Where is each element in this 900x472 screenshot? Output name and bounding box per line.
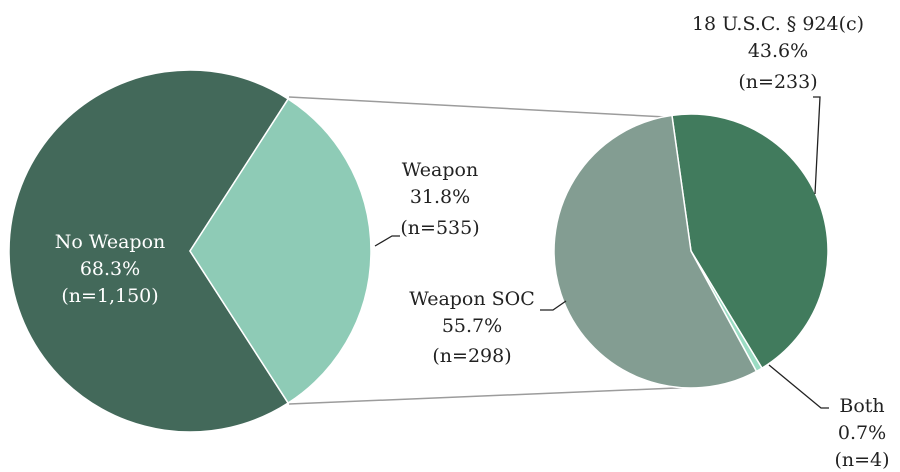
- label-weapon-count: (n=535): [400, 217, 479, 239]
- label-924c-percent: 43.6%: [748, 40, 808, 62]
- label-924c-count: (n=233): [738, 71, 817, 93]
- pie-slice-weapon: [189, 97, 372, 405]
- label-no-weapon-count: (n=1,150): [61, 285, 158, 307]
- pie-slice-924c: [671, 113, 829, 370]
- leader-line-924c: [813, 96, 821, 195]
- label-weapon-soc-count: (n=298): [432, 345, 511, 367]
- label-weapon-percent: 31.8%: [410, 186, 470, 208]
- leader-line-weapon: [374, 235, 400, 247]
- leader-line-weapon-soc: [540, 300, 567, 311]
- label-both: Both: [839, 395, 884, 417]
- label-weapon-soc: Weapon SOC: [409, 288, 535, 310]
- label-924c: 18 U.S.C. § 924(c): [692, 13, 864, 35]
- connector-line-top: [288, 96, 667, 118]
- label-no-weapon: No Weapon: [55, 231, 166, 253]
- pie-slice-no-weapon: [8, 69, 290, 433]
- label-no-weapon-percent: 68.3%: [80, 258, 140, 280]
- label-both-percent: 0.7%: [838, 422, 886, 444]
- label-both-count: (n=4): [834, 449, 889, 471]
- leader-line-both: [768, 364, 829, 409]
- pie-slice-weapon-soc: [553, 114, 758, 389]
- label-weapon: Weapon: [402, 159, 478, 181]
- label-weapon-soc-percent: 55.7%: [442, 315, 502, 337]
- connector-line-bottom: [288, 386, 701, 405]
